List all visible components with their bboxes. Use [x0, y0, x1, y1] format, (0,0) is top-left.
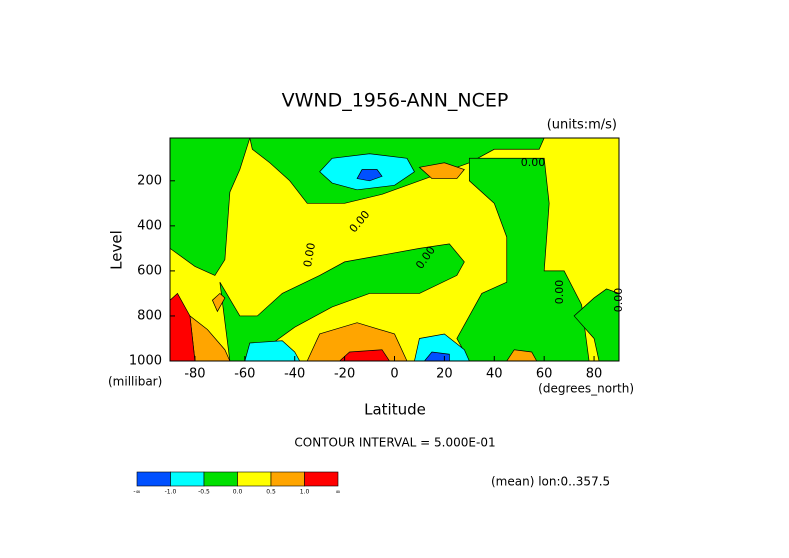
- contour-label: 0.00: [301, 242, 318, 268]
- contour-region: [414, 333, 470, 361]
- contour-region: [573, 288, 619, 361]
- colorbar-swatch: [270, 471, 305, 487]
- contour-region: [506, 349, 538, 361]
- y-tick-label: 800: [137, 308, 162, 323]
- contour-region: [170, 292, 196, 361]
- colorbar-label: ∞: [336, 489, 341, 496]
- x-tick-label: 20: [436, 367, 453, 382]
- contour-region: [423, 351, 450, 361]
- colorbar-swatch: [170, 471, 205, 487]
- y-tick-label: 1000: [129, 354, 162, 369]
- colorbar-swatch: [304, 471, 339, 487]
- contour-label: 0.00: [553, 280, 566, 305]
- contour-region: [356, 169, 383, 182]
- colorbar-label: 0.5: [266, 489, 276, 496]
- contour-region: [211, 292, 226, 313]
- contour-label: 0.00: [521, 156, 546, 169]
- x-tick-label: 80: [586, 367, 603, 382]
- y-tick-label: 600: [137, 263, 162, 278]
- contour-interval: CONTOUR INTERVAL = 5.000E-01: [294, 436, 495, 450]
- y-tick-label: 400: [137, 218, 162, 233]
- footnote: (mean) lon:0..357.5: [491, 475, 610, 489]
- colorbar-swatch: [203, 471, 238, 487]
- contour-region: [244, 340, 301, 361]
- colorbar-label: 0.0: [233, 489, 243, 496]
- contour-region: [339, 349, 390, 361]
- x-tick-label: -60: [234, 367, 255, 382]
- x-axis-label: Latitude: [364, 401, 426, 419]
- colorbar-swatch: [237, 471, 272, 487]
- colorbar-label: -1.0: [165, 489, 177, 496]
- x-tick-label: -20: [334, 367, 355, 382]
- units-label: (units:m/s): [547, 118, 617, 133]
- overlay: 0.000.000.000.000.00 0.00-80 -60 -40 -20 0 20 4…: [129, 137, 625, 496]
- y-unit: (millibar): [108, 375, 162, 389]
- y-axis-label: Level: [108, 230, 126, 270]
- x-tick-label: 60: [536, 367, 553, 382]
- y-tick-label: 200: [137, 173, 162, 188]
- colorbar-label: -0.5: [198, 489, 210, 496]
- contour-region: [418, 162, 465, 179]
- contour-region: [170, 138, 251, 276]
- chart-title: VWND_1956-ANN_NCEP: [282, 90, 509, 112]
- plot-area: [170, 138, 619, 361]
- x-unit: (degrees_north): [538, 382, 634, 396]
- x-tick-label: -40: [284, 367, 305, 382]
- colorbar-label: -∞: [133, 489, 140, 496]
- colorbar-label: 1.0: [300, 489, 310, 496]
- x-tick-label: -80: [184, 367, 205, 382]
- x-tick-label: 40: [486, 367, 503, 382]
- colorbar-swatch: [136, 471, 171, 487]
- x-tick-label: 0: [390, 367, 398, 382]
- contour-region: [456, 157, 590, 361]
